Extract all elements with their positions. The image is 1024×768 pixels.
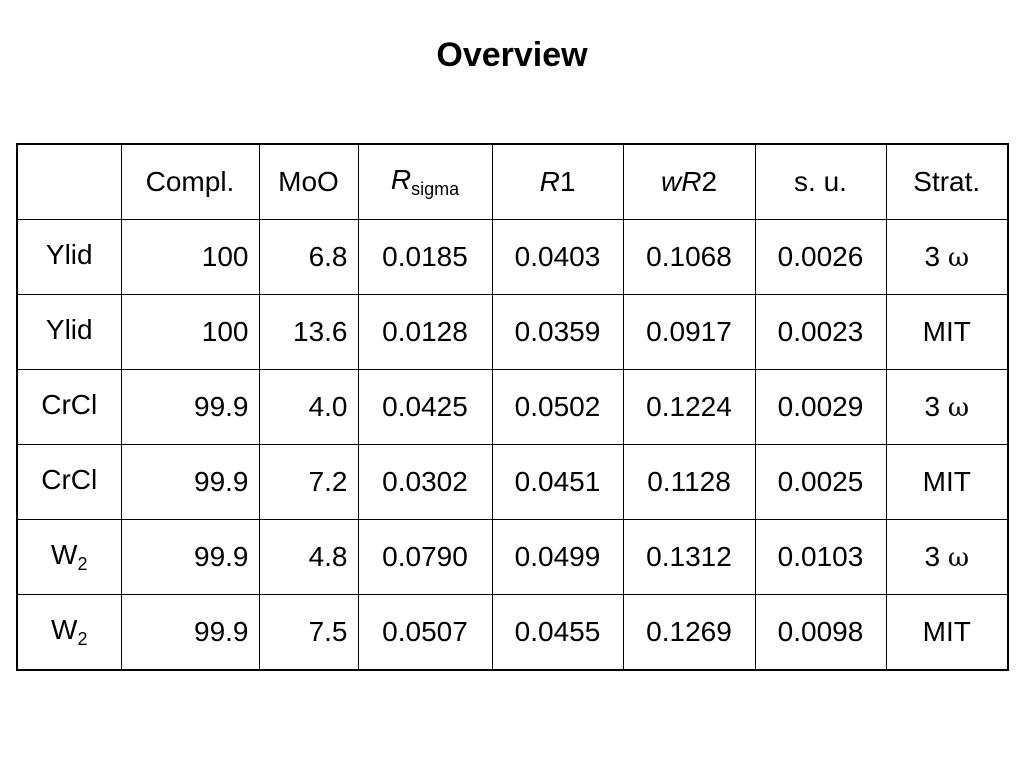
cell-su: 0.0098 [754, 594, 887, 671]
cell-r1: 0.0403 [491, 219, 624, 295]
page-title: Overview [436, 36, 588, 74]
cell-wr2: 0.1068 [622, 219, 756, 295]
row-name: Ylid [16, 294, 122, 370]
cell-moo: 13.6 [258, 294, 359, 370]
header-strat: Strat. [885, 143, 1009, 220]
strat-prefix: 3 [924, 391, 941, 422]
cell-r1: 0.0502 [491, 369, 624, 445]
row-name-text: W [51, 614, 78, 645]
cell-wr2: 0.1224 [622, 369, 756, 445]
table-row: Ylid 100 6.8 0.0185 0.0403 0.1068 0.0026… [16, 219, 1009, 295]
cell-su: 0.0103 [754, 519, 887, 595]
cell-wr2: 0.1128 [622, 444, 756, 520]
cell-r1: 0.0359 [491, 294, 624, 370]
table-row: CrCl 99.9 7.2 0.0302 0.0451 0.1128 0.002… [16, 444, 1009, 520]
strat-prefix: MIT [922, 466, 971, 497]
row-name-text: W [51, 539, 78, 570]
row-name: CrCl [16, 444, 122, 520]
cell-rsigma: 0.0425 [357, 369, 493, 445]
cell-su: 0.0025 [754, 444, 887, 520]
row-name: W2 [16, 594, 122, 671]
strat-prefix: MIT [922, 316, 971, 347]
cell-rsigma: 0.0185 [357, 219, 493, 295]
header-compl: Compl. [120, 143, 260, 220]
cell-compl: 100 [120, 219, 260, 295]
cell-rsigma: 0.0507 [357, 594, 493, 671]
omega-symbol: ω [947, 543, 970, 573]
cell-r1: 0.0455 [491, 594, 624, 671]
header-wr2: wR2 [622, 143, 756, 220]
table-row: W2 99.9 4.8 0.0790 0.0499 0.1312 0.0103 … [16, 519, 1009, 595]
row-name-text: CrCl [41, 389, 98, 420]
row-name-text: CrCl [41, 464, 98, 495]
header-r1-suffix: 1 [559, 166, 576, 197]
cell-strat: 3 ω [885, 369, 1009, 445]
cell-compl: 99.9 [120, 594, 260, 671]
row-name-text: Ylid [45, 239, 93, 270]
header-rsigma-sub: sigma [411, 179, 460, 199]
row-name: W2 [16, 519, 122, 595]
cell-moo: 4.8 [258, 519, 359, 595]
omega-symbol: ω [947, 243, 970, 273]
header-su: s. u. [754, 143, 887, 220]
header-rsigma: Rsigma [357, 143, 493, 220]
cell-moo: 7.2 [258, 444, 359, 520]
cell-moo: 7.5 [258, 594, 359, 671]
cell-moo: 4.0 [258, 369, 359, 445]
header-r1: R1 [491, 143, 624, 220]
row-name: CrCl [16, 369, 122, 445]
cell-rsigma: 0.0128 [357, 294, 493, 370]
cell-rsigma: 0.0302 [357, 444, 493, 520]
cell-su: 0.0023 [754, 294, 887, 370]
omega-symbol: ω [947, 393, 970, 423]
table-row: Ylid 100 13.6 0.0128 0.0359 0.0917 0.002… [16, 294, 1009, 370]
table-row: W2 99.9 7.5 0.0507 0.0455 0.1269 0.0098 … [16, 594, 1009, 671]
cell-compl: 99.9 [120, 369, 260, 445]
cell-su: 0.0026 [754, 219, 887, 295]
cell-compl: 100 [120, 294, 260, 370]
cell-strat: MIT [885, 594, 1009, 671]
cell-rsigma: 0.0790 [357, 519, 493, 595]
row-name-text: Ylid [45, 314, 93, 345]
table-row: CrCl 99.9 4.0 0.0425 0.0502 0.1224 0.002… [16, 369, 1009, 445]
strat-prefix: MIT [922, 616, 971, 647]
header-wr2-suffix: 2 [701, 166, 718, 197]
cell-wr2: 0.1269 [622, 594, 756, 671]
header-moo: MoO [258, 143, 359, 220]
cell-moo: 6.8 [258, 219, 359, 295]
header-rsigma-main: R [390, 164, 412, 195]
header-wr2-prefix: w [660, 166, 682, 197]
header-wr2-main: R [681, 166, 702, 197]
overview-table: Compl. MoO Rsigma R1 wR2 s. u. Strat. Yl… [16, 143, 1009, 671]
cell-compl: 99.9 [120, 444, 260, 520]
strat-prefix: 3 [924, 241, 941, 272]
cell-su: 0.0029 [754, 369, 887, 445]
row-name: Ylid [16, 219, 122, 295]
row-name-sub: 2 [77, 554, 88, 574]
header-r1-main: R [539, 166, 560, 197]
cell-strat: MIT [885, 444, 1009, 520]
header-row: Compl. MoO Rsigma R1 wR2 s. u. Strat. [16, 143, 1009, 220]
cell-wr2: 0.0917 [622, 294, 756, 370]
cell-wr2: 0.1312 [622, 519, 756, 595]
cell-strat: 3 ω [885, 219, 1009, 295]
cell-r1: 0.0499 [491, 519, 624, 595]
strat-prefix: 3 [924, 541, 941, 572]
header-empty-cell [16, 143, 122, 220]
cell-r1: 0.0451 [491, 444, 624, 520]
cell-compl: 99.9 [120, 519, 260, 595]
row-name-sub: 2 [77, 629, 88, 649]
cell-strat: 3 ω [885, 519, 1009, 595]
cell-strat: MIT [885, 294, 1009, 370]
